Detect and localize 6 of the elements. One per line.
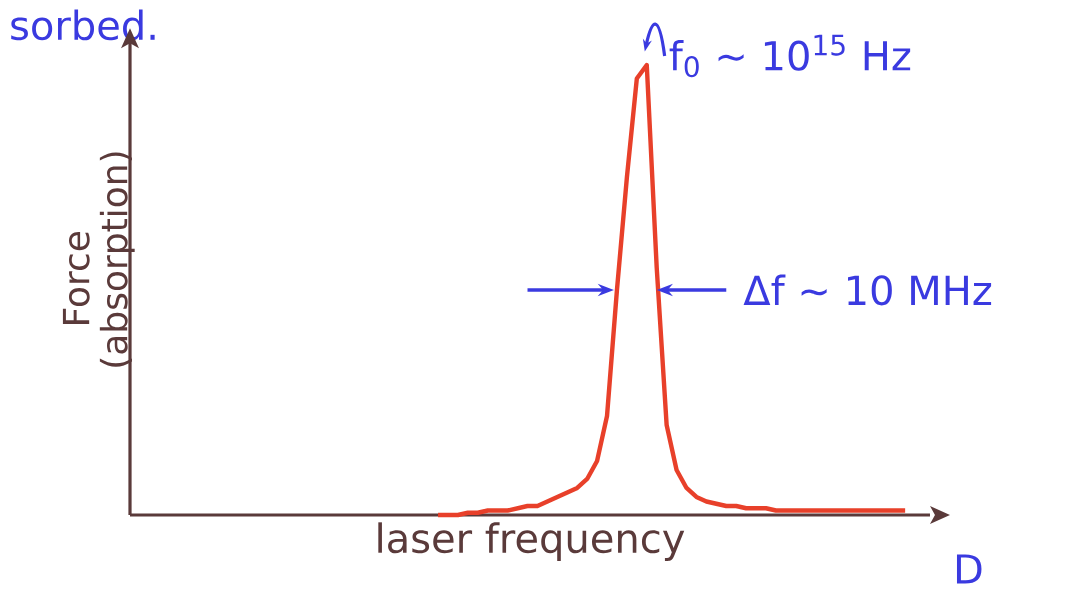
text: sorbed. [11, 9, 155, 41]
annotation: Δf ~ 10 MHz [743, 274, 992, 306]
annotation: f$_{0}$ ~ 10$^{15}$ Hz [669, 34, 911, 78]
text: D [956, 554, 982, 584]
x-axis-title: laser frequency [378, 522, 685, 562]
y-axis-title: Force (absorption) [62, 152, 135, 367]
